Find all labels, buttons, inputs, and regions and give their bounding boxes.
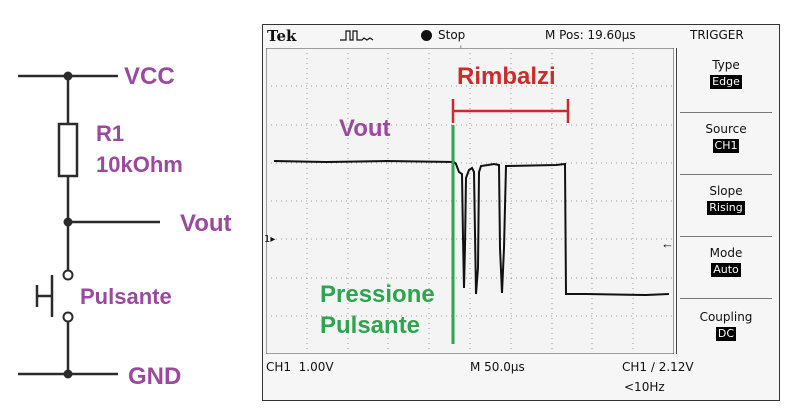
trigger-frequency: <10Hz bbox=[624, 380, 665, 394]
trigger-level-arrow-icon: ← bbox=[661, 236, 674, 251]
junction-dot bbox=[63, 71, 73, 81]
junction-dot bbox=[63, 217, 73, 227]
menu-item-slope[interactable]: Slope Rising bbox=[707, 184, 745, 215]
r1-name-label: R1 bbox=[96, 121, 125, 146]
menu-value-coupling: DC bbox=[715, 327, 737, 341]
waveform-display bbox=[266, 48, 674, 354]
menu-item-source[interactable]: Source CH1 bbox=[705, 122, 747, 153]
menu-value-slope: Rising bbox=[707, 201, 745, 215]
menu-item-mode[interactable]: Mode Auto bbox=[709, 246, 743, 277]
menu-value-mode: Auto bbox=[711, 263, 741, 277]
vout-label: Vout bbox=[180, 210, 232, 237]
scope-brand: Tek bbox=[267, 27, 297, 45]
trigger-level: CH1 ∕ 2.12V bbox=[622, 360, 694, 374]
graticule bbox=[266, 48, 674, 354]
time-scale: M 50.0µs bbox=[470, 360, 525, 374]
horizontal-position: M Pos: 19.60µs bbox=[545, 28, 636, 42]
r1-value-label: 10kOhm bbox=[96, 152, 183, 177]
button-label: Pulsante bbox=[80, 284, 172, 309]
junction-dot bbox=[63, 369, 73, 379]
vout-scope-label: Vout bbox=[339, 115, 391, 142]
menu-item-coupling[interactable]: Coupling DC bbox=[699, 310, 753, 341]
trigger-side-menu bbox=[676, 48, 777, 354]
acquisition-icon bbox=[340, 30, 374, 41]
ch1-scale: CH1 1.00V bbox=[266, 360, 334, 374]
ch1-trace bbox=[273, 159, 670, 297]
r1-resistor bbox=[57, 122, 79, 178]
menu-item-type[interactable]: Type Edge bbox=[710, 58, 742, 89]
bounce-bracket bbox=[451, 99, 570, 123]
menu-value-source: CH1 bbox=[712, 139, 740, 153]
press-label-line1: Pressione bbox=[320, 281, 435, 308]
trigger-menu-title: TRIGGER bbox=[690, 28, 744, 42]
bounce-label: Rimbalzi bbox=[457, 63, 556, 90]
gnd-label: GND bbox=[128, 363, 182, 390]
vcc-label: VCC bbox=[124, 63, 175, 90]
acquisition-state: Stop bbox=[438, 28, 466, 42]
circuit-schematic bbox=[18, 71, 160, 379]
menu-value-type: Edge bbox=[710, 75, 742, 89]
press-label-line2: Pulsante bbox=[320, 312, 421, 339]
channel-marker: 1▸ bbox=[264, 234, 276, 245]
stop-dot-icon bbox=[421, 30, 432, 41]
